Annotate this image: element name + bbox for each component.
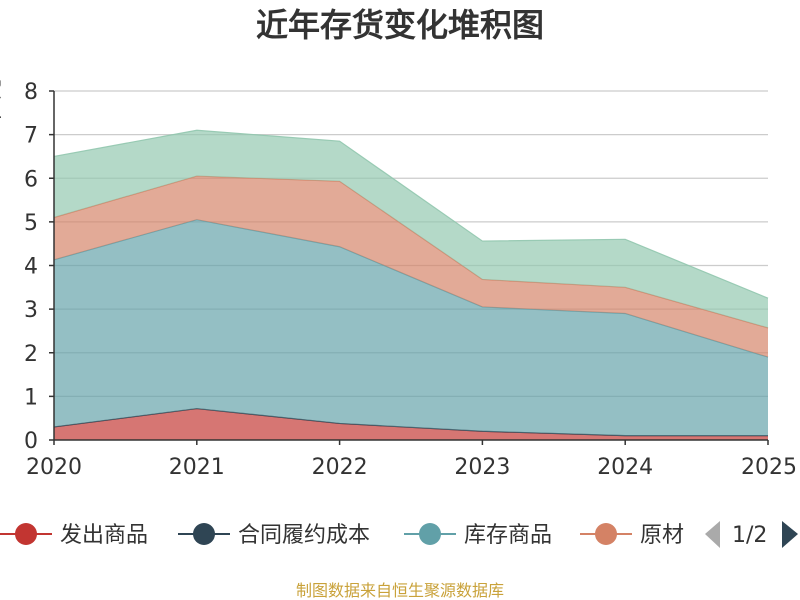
y-tick-label: 6: [24, 167, 38, 192]
x-tick-label: 2024: [597, 455, 653, 480]
chart-title: 近年存货变化堆积图: [255, 6, 544, 44]
y-tick-label: 4: [24, 255, 38, 280]
x-tick-label: 2021: [169, 455, 225, 480]
x-tick-labels: 2020 2021 2022 2023 2024 2025: [26, 440, 797, 480]
y-tick-label: 5: [24, 211, 38, 236]
series-4-line: [53, 129, 769, 299]
legend-label: 发出商品: [60, 523, 148, 548]
y-tick-label: 3: [24, 298, 38, 323]
source-text: 制图数据来自恒生聚源数据库: [296, 581, 504, 600]
y-axis-label: 亿元: [0, 78, 5, 122]
area-layer: [53, 129, 769, 440]
x-tick-label: 2023: [454, 455, 510, 480]
legend: 发出商品 合同履约成本 库存商品 原材: [0, 523, 684, 548]
series-3-line: [53, 175, 769, 329]
legend-pager: 1/2: [705, 521, 798, 548]
legend-item[interactable]: 原材: [580, 523, 684, 548]
series-0-area: [54, 408, 768, 440]
legend-label: 合同履约成本: [238, 523, 370, 548]
series-3-area: [54, 176, 768, 358]
y-tick-label: 7: [24, 124, 38, 149]
y-tick-label: 1: [24, 385, 38, 410]
legend-marker-icon: [419, 523, 441, 545]
legend-marker-icon: [15, 523, 37, 545]
y-tick-label: 2: [24, 342, 38, 367]
y-tick-label: 0: [24, 429, 38, 454]
y-tick-labels: 0 1 2 3 4 5 6 7 8: [24, 80, 54, 454]
legend-prev-arrow-icon[interactable]: [705, 521, 720, 548]
x-tick-label: 2025: [741, 455, 797, 480]
legend-marker-icon: [595, 523, 617, 545]
legend-marker-icon: [193, 523, 215, 545]
series-2-area: [54, 219, 768, 436]
legend-label: 库存商品: [464, 523, 552, 548]
legend-next-arrow-icon[interactable]: [782, 521, 798, 548]
y-tick-label: 8: [24, 80, 38, 105]
legend-item[interactable]: 合同履约成本: [178, 523, 370, 548]
x-tick-label: 2022: [312, 455, 368, 480]
x-tick-label: 2020: [26, 455, 82, 480]
legend-page-indicator: 1/2: [732, 523, 767, 548]
legend-item[interactable]: 发出商品: [0, 523, 148, 548]
legend-label: 原材: [640, 523, 684, 548]
series-4-area: [54, 130, 768, 328]
legend-item[interactable]: 库存商品: [404, 523, 552, 548]
